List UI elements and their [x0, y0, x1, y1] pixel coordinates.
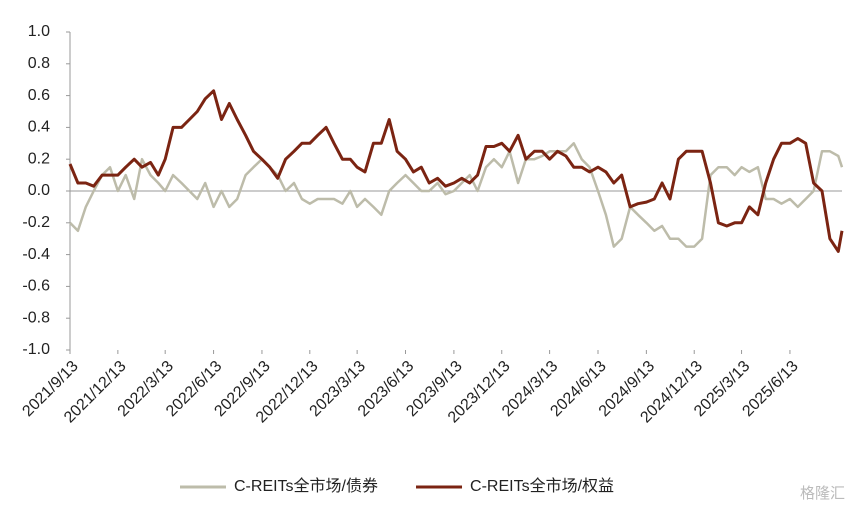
y-tick-label: -0.6: [22, 278, 50, 295]
legend-label: C-REITs全市场/权益: [470, 477, 614, 495]
y-tick-label: 0.6: [28, 87, 50, 104]
y-tick-label: 0.8: [28, 55, 50, 72]
y-tick-label: -0.4: [22, 246, 50, 263]
watermark: 格隆汇: [800, 485, 845, 502]
y-tick-label: 0.4: [28, 119, 50, 136]
y-tick-label: 1.0: [28, 23, 50, 40]
y-tick-label: -0.8: [22, 309, 50, 326]
y-tick-label: 0.2: [28, 150, 50, 167]
line-series: [69, 142, 844, 248]
legend-label: C-REITs全市场/债券: [234, 477, 378, 495]
line-series: [68, 89, 844, 253]
y-tick-label: 0.0: [28, 182, 50, 199]
y-tick-label: -1.0: [22, 341, 50, 358]
y-tick-label: -0.2: [22, 214, 50, 231]
